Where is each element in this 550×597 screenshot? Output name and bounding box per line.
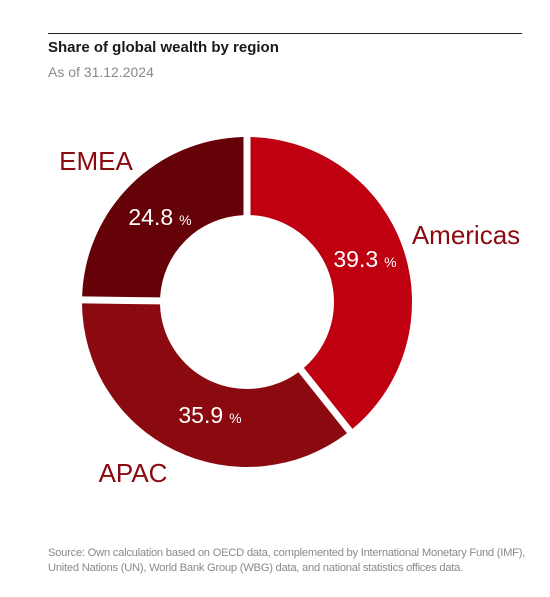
slice-value-number: 39.3: [333, 246, 378, 272]
chart-title: Share of global wealth by region: [48, 39, 279, 56]
donut-slice-americas: [250, 137, 413, 429]
slice-category-label-emea: EMEA: [59, 146, 133, 176]
slice-value-unit: %: [179, 212, 191, 228]
slice-value-unit: %: [229, 410, 241, 426]
slice-value-number: 24.8: [128, 204, 173, 230]
slice-category-label-apac: APAC: [99, 458, 168, 488]
slice-category-label-americas: Americas: [412, 220, 520, 250]
top-rule: [48, 33, 522, 34]
donut-slice-emea: [82, 137, 244, 298]
slice-value-label-apac: 35.9%: [178, 402, 241, 428]
slice-value-number: 35.9: [178, 402, 223, 428]
source-note: Source: Own calculation based on OECD da…: [48, 547, 526, 574]
slice-value-label-americas: 39.3%: [333, 246, 396, 272]
donut-slice-apac: [82, 303, 347, 467]
chart-subtitle: As of 31.12.2024: [48, 64, 154, 80]
slice-value-unit: %: [384, 254, 396, 270]
slice-value-label-emea: 24.8%: [128, 204, 191, 230]
